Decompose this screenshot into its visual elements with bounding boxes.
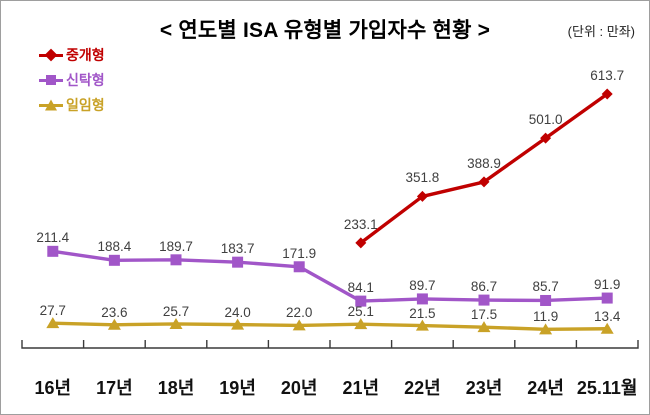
legend-item-1: 신탁형	[39, 70, 105, 90]
data-label-신탁형-21년: 84.1	[347, 280, 374, 296]
data-point-신탁형-22년	[416, 293, 428, 305]
legend-item-2: 일임형	[39, 95, 105, 115]
legend-label-0: 중개형	[66, 47, 105, 63]
x-tick-label-5: 21년	[342, 378, 380, 398]
data-label-일임형-21년: 25.1	[347, 304, 374, 320]
square-icon	[46, 75, 56, 85]
data-point-신탁형-16년	[47, 245, 59, 257]
data-point-중개형-25.11월	[601, 88, 613, 100]
data-point-일임형-17년	[107, 318, 121, 330]
data-label-신탁형-20년: 171.9	[282, 245, 317, 261]
data-label-일임형-23년: 17.5	[470, 307, 498, 323]
x-axis-line	[21, 340, 639, 349]
data-point-일임형-24년	[539, 323, 553, 335]
data-label-중개형-25.11월: 613.7	[590, 68, 625, 83]
data-label-신탁형-17년: 188.4	[97, 239, 132, 255]
data-point-신탁형-19년	[232, 256, 244, 268]
legend-item-0: 중개형	[39, 45, 105, 65]
data-point-중개형-21년	[355, 237, 367, 249]
data-label-중개형-22년: 351.8	[405, 170, 440, 186]
data-label-신탁형-22년: 89.7	[409, 277, 436, 293]
data-label-일임형-22년: 21.5	[409, 305, 436, 321]
data-label-신탁형-18년: 189.7	[159, 238, 193, 254]
data-point-신탁형-18년	[170, 254, 182, 266]
data-point-일임형-25.11월	[600, 322, 614, 334]
data-point-신탁형-24년	[540, 294, 552, 306]
data-point-일임형-18년	[169, 317, 183, 329]
data-label-중개형-24년: 501.0	[528, 112, 563, 128]
legend-label-2: 일임형	[66, 97, 105, 113]
x-tick-label-2: 18년	[157, 378, 195, 398]
data-point-중개형-23년	[478, 176, 490, 188]
data-label-신탁형-25.11월: 91.9	[594, 277, 621, 293]
unit-note: (단위 : 만좌)	[567, 24, 635, 39]
x-tick-label-9: 25.11월	[576, 378, 638, 398]
legend-marker-square-icon	[39, 73, 63, 87]
data-label-일임형-19년: 24.0	[224, 304, 251, 320]
data-point-일임형-22년	[415, 319, 429, 331]
data-label-일임형-24년: 11.9	[532, 309, 559, 325]
data-label-일임형-17년: 23.6	[101, 304, 128, 320]
data-label-중개형-21년: 233.1	[343, 216, 378, 232]
data-point-신탁형-25.11월	[601, 292, 613, 304]
series-line-일임형	[51, 321, 609, 332]
page-title: < 연도별 ISA 유형별 가입자수 현황 >	[159, 19, 491, 42]
data-label-중개형-23년: 388.9	[467, 155, 501, 171]
series-line-신탁형	[51, 249, 609, 303]
data-point-일임형-23년	[477, 321, 491, 333]
data-point-신탁형-17년	[108, 254, 120, 266]
data-point-일임형-16년	[46, 317, 60, 329]
triangle-icon	[45, 99, 57, 111]
data-label-일임형-16년: 27.7	[39, 303, 66, 319]
data-label-신탁형-23년: 86.7	[470, 279, 498, 295]
x-tick-label-1: 17년	[96, 378, 133, 398]
data-label-신탁형-19년: 183.7	[220, 241, 255, 257]
chart-legend: 중개형 신탁형 일임형	[39, 45, 105, 115]
data-point-일임형-20년	[292, 319, 306, 331]
legend-marker-triangle-icon	[39, 98, 63, 112]
data-point-일임형-19년	[231, 318, 245, 330]
data-label-신탁형-24년: 85.7	[532, 279, 559, 295]
data-point-신탁형-20년	[293, 261, 305, 273]
data-point-신탁형-23년	[478, 294, 490, 306]
data-label-일임형-20년: 22.0	[286, 305, 313, 321]
x-tick-label-8: 24년	[527, 378, 564, 398]
data-label-일임형-25.11월: 13.4	[594, 308, 621, 324]
legend-marker-diamond-icon	[39, 48, 63, 62]
data-point-중개형-22년	[416, 190, 428, 202]
legend-label-1: 신탁형	[66, 72, 105, 88]
data-label-신탁형-16년: 211.4	[36, 230, 70, 246]
x-tick-label-4: 20년	[280, 378, 318, 398]
data-label-일임형-18년: 25.7	[162, 303, 190, 319]
x-tick-label-0: 16년	[34, 378, 72, 398]
data-point-신탁형-21년	[355, 295, 367, 307]
x-tick-label-3: 19년	[219, 378, 256, 398]
x-tick-label-6: 22년	[404, 378, 441, 398]
x-tick-label-7: 23년	[465, 378, 503, 398]
data-point-중개형-24년	[540, 132, 552, 144]
data-point-일임형-21년	[354, 318, 368, 330]
